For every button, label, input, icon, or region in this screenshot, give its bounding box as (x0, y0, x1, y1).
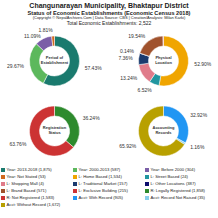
html-text:Status of Economic Establishme: Status of Economic Establishments (Econo… (27, 9, 191, 16)
html-text:Changunarayan Municipality, Bh: Changunarayan Municipality, Bhaktapur Di… (29, 2, 189, 9)
html-text:Establishment: Establishment (40, 60, 69, 65)
svg-text:52.90%: 52.90% (194, 61, 210, 67)
svg-text:1.16%: 1.16% (190, 144, 205, 150)
html-text:L: Exclusive Building (215): L: Exclusive Building (215) (78, 188, 128, 194)
html-text:(Copyright © NepalArchives.Com: (Copyright © NepalArchives.Com | Data So… (32, 15, 186, 20)
html-text:Year: 2013-2018 (1,875): Year: 2013-2018 (1,875) (6, 167, 52, 173)
html-text:R: Legally Registered (1,858): R: Legally Registered (1,858) (150, 188, 205, 194)
html-text:Records: Records (155, 130, 172, 135)
html-text:L: Street Based (24): L: Street Based (24) (150, 174, 188, 180)
svg-text:1.81%: 1.81% (39, 27, 54, 33)
html-text:L: Other Locations (387): L: Other Locations (387) (150, 181, 196, 187)
svg-text:29.67%: 29.67% (8, 63, 25, 69)
html-text:Acct: With Record (905): Acct: With Record (905) (78, 195, 123, 201)
html-text:R: Not Registered (1,583): R: Not Registered (1,583) (6, 195, 55, 201)
svg-text:36.24%: 36.24% (83, 115, 101, 121)
html-text:Total Economic Establishments:: Total Economic Establishments: 2,522 (66, 19, 152, 26)
svg-text:13.24%: 13.24% (120, 75, 138, 81)
svg-text:6.52%: 6.52% (138, 87, 153, 93)
html-text:L: Traditional Market (157): L: Traditional Market (157) (78, 181, 128, 187)
svg-text:11.09%: 11.09% (24, 33, 41, 39)
svg-text:32.92%: 32.92% (190, 112, 208, 118)
svg-text:7.36%: 7.36% (118, 55, 133, 61)
html-text:Year: Not Stated (53): Year: Not Stated (53) (6, 174, 46, 180)
html-text:Physical: Physical (155, 55, 172, 61)
html-text:Acct: Record Not Raised (35): Acct: Record Not Raised (35) (150, 195, 205, 201)
html-text:Status: Status (48, 130, 61, 135)
html-text:Period of: Period of (45, 55, 64, 61)
html-text:Location: Location (155, 60, 172, 65)
html-text:Acct: Without Record (1,672): Acct: Without Record (1,672) (6, 202, 61, 208)
html-text:Accounting: Accounting (152, 125, 175, 131)
html-text:Year: Before 2000 (304): Year: Before 2000 (304) (150, 167, 195, 173)
html-text:Year: 2000-2013 (587): Year: 2000-2013 (587) (78, 167, 121, 173)
svg-text:19.54%: 19.54% (128, 33, 146, 39)
svg-text:57.43%: 57.43% (85, 65, 103, 71)
svg-text:0.14%: 0.14% (120, 48, 135, 54)
svg-text:63.76%: 63.76% (9, 141, 27, 147)
html-text:L: Brand Based (571): L: Brand Based (571) (6, 188, 47, 194)
html-text:Registration: Registration (42, 125, 67, 131)
svg-text:65.92%: 65.92% (119, 143, 137, 149)
html-text:L: Shopping Mall (4): L: Shopping Mall (4) (6, 181, 44, 187)
html-text:L: Home Based (1,534): L: Home Based (1,534) (78, 174, 122, 180)
